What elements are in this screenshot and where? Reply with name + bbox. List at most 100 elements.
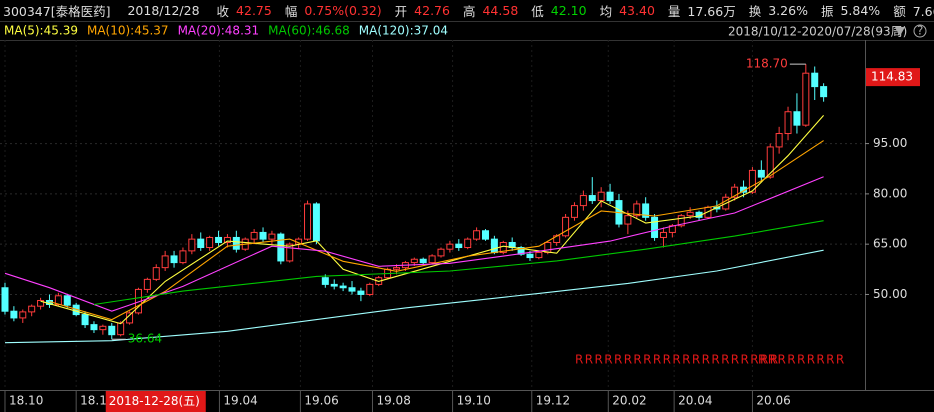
annotation: 36.64	[128, 332, 162, 346]
candle-body	[597, 191, 605, 202]
candle-body	[348, 287, 356, 292]
candle-body	[446, 243, 454, 250]
candle-body	[455, 243, 463, 249]
candle-body	[517, 247, 525, 255]
candle-body	[811, 72, 819, 88]
candle-body	[677, 215, 685, 227]
candle-body	[90, 324, 98, 331]
candle-body	[651, 216, 659, 238]
candle-body	[312, 203, 320, 242]
field-value: 42.75	[236, 3, 272, 18]
candle-body	[544, 241, 552, 254]
candle-body	[588, 195, 596, 202]
dropdown-icon[interactable]	[895, 27, 905, 36]
candle-body	[393, 267, 401, 270]
candle-body	[526, 253, 534, 259]
x-tick-label: 20.04	[678, 394, 712, 408]
candle-body	[117, 322, 125, 336]
candle-body	[143, 278, 151, 290]
help-icon[interactable]	[913, 24, 927, 38]
candle-body	[99, 325, 107, 331]
signal-marker: RRRRRRRRR	[758, 353, 846, 367]
field-label: 开	[394, 4, 408, 19]
candle-body	[642, 203, 650, 218]
candle-body	[161, 255, 169, 269]
candle-body	[784, 111, 792, 135]
field-value: 43.40	[619, 3, 655, 18]
candle-body	[731, 186, 739, 198]
legend-entry: MA(10):45.37	[87, 24, 169, 38]
candle-body	[410, 258, 418, 264]
candle-body	[10, 310, 18, 319]
field-label: 振	[820, 4, 834, 19]
candle-body	[820, 86, 828, 98]
candle-body	[170, 255, 178, 264]
ma-line	[4, 249, 824, 344]
candle-body	[437, 248, 445, 257]
cursor-box	[105, 391, 206, 412]
date: 2018/12/28	[127, 3, 200, 18]
candle-body	[152, 267, 160, 280]
field-label: 换	[748, 4, 762, 19]
legend-entry: MA(120):37.04	[359, 24, 448, 38]
candle-body	[481, 230, 489, 240]
candle-body	[793, 111, 801, 126]
field-label: 幅	[284, 4, 298, 19]
candle-body	[490, 238, 498, 254]
field-value: 42.76	[414, 3, 450, 18]
field-label: 高	[462, 4, 476, 19]
candle-body	[606, 191, 614, 202]
candle-body	[464, 238, 472, 249]
candle-body	[215, 236, 223, 243]
candle-body	[775, 133, 783, 148]
candle-body	[766, 146, 774, 178]
candle-body	[304, 203, 312, 240]
y-tick-label: 50.00	[873, 287, 907, 301]
field-value: 17.66万	[687, 4, 736, 19]
ma-line	[40, 115, 825, 325]
candle-body	[28, 305, 36, 313]
field-label: 额	[893, 4, 906, 19]
stock-code: 300347[泰格医药]	[3, 4, 111, 19]
y-tick-label: 95.00	[873, 136, 907, 150]
x-tick-label: 19.08	[376, 394, 410, 408]
price-tag-label: 114.83	[871, 70, 913, 84]
candle-body	[633, 203, 641, 217]
candle-body	[63, 295, 71, 306]
x-tick-label: 20.06	[756, 394, 790, 408]
candle-body	[330, 283, 338, 287]
field-value: 7.66亿	[912, 4, 934, 19]
candle-body	[366, 283, 374, 295]
candle-body	[579, 195, 587, 207]
candle-body	[562, 216, 570, 237]
x-tick-label: 18.10	[9, 394, 43, 408]
candle-body	[659, 231, 667, 238]
candle-body	[802, 72, 810, 126]
candle-body	[419, 258, 427, 264]
candle-body	[624, 215, 632, 225]
legend-entry: MA(20):48.31	[178, 24, 260, 38]
candle-body	[686, 211, 694, 217]
candle-body	[188, 238, 196, 252]
x-tick-label: 19.12	[536, 394, 570, 408]
candle-body	[357, 290, 365, 295]
x-tick-label: 19.06	[304, 394, 338, 408]
x-tick-label: 19.04	[223, 394, 257, 408]
legend-entry: MA(60):46.68	[268, 24, 350, 38]
candle-body	[37, 299, 45, 307]
candle-body	[286, 243, 294, 262]
candle-body	[1, 287, 9, 312]
field-value: 3.26%	[768, 3, 808, 18]
field-value: 42.10	[550, 3, 587, 18]
candle-body	[268, 233, 276, 240]
candle-body	[428, 255, 436, 264]
field-label: 均	[599, 4, 613, 19]
candle-body	[473, 230, 481, 240]
annotation: 118.70	[746, 57, 788, 71]
candle-body	[81, 314, 89, 326]
ma-line	[4, 176, 824, 312]
candle-body	[321, 277, 329, 285]
candle-body	[570, 205, 578, 218]
